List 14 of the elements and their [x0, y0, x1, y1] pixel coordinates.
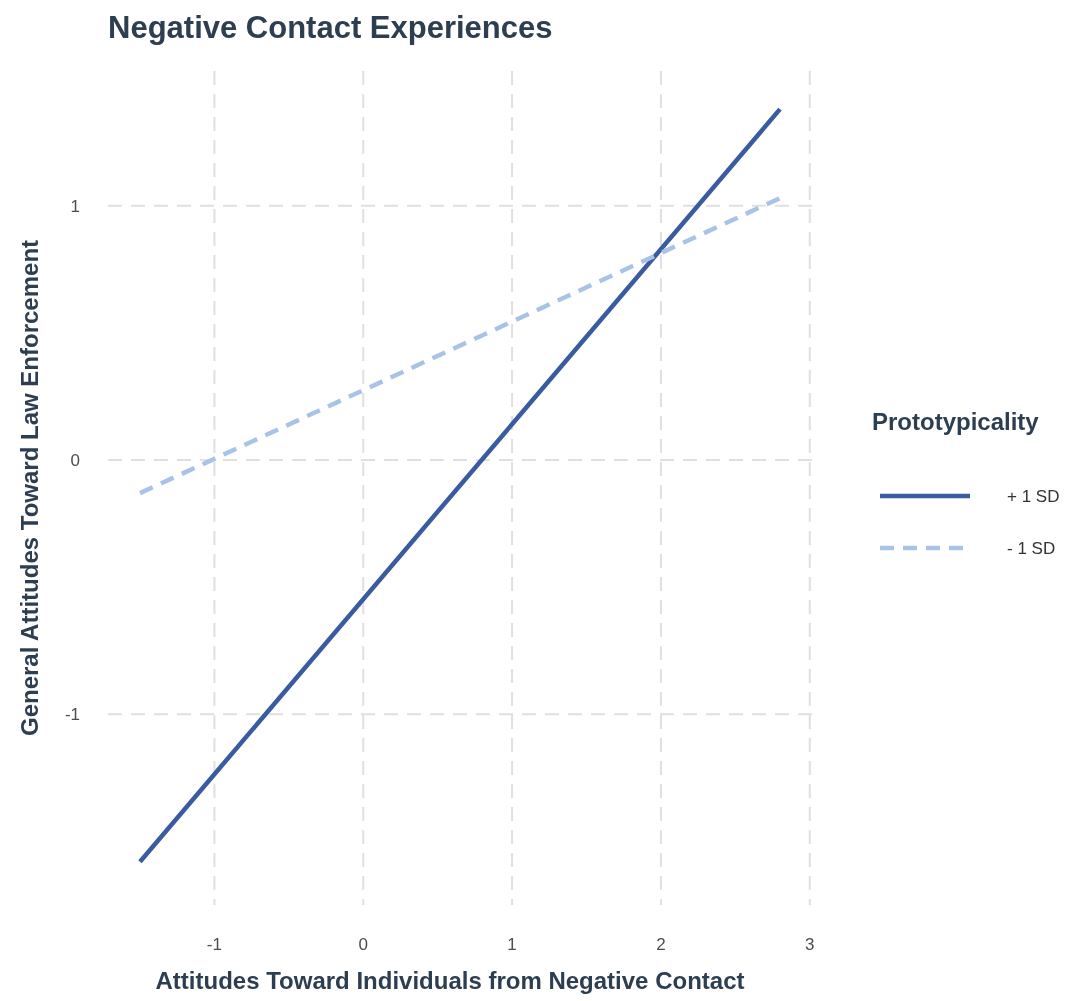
- y-tick-label: 0: [70, 451, 80, 471]
- x-tick-label: 2: [656, 935, 666, 954]
- x-tick-label: 3: [805, 935, 815, 954]
- y-tick-label: 1: [70, 196, 80, 216]
- x-tick-label: 1: [507, 935, 517, 954]
- y-axis-title: General Attitudes Toward Law Enforcement: [16, 239, 43, 737]
- x-tick-label: -1: [206, 935, 222, 954]
- legend-title: Prototypicality: [872, 408, 1040, 435]
- text: + 1 SD: [1007, 487, 1060, 506]
- text: - 1 SD: [1007, 539, 1056, 558]
- x-axis-title: Attitudes Toward Individuals from Negative Contact: [155, 967, 745, 994]
- chart-title: Negative Contact Experiences: [108, 10, 553, 45]
- x-tick-label: 0: [358, 935, 368, 954]
- y-tick-label: -1: [64, 705, 80, 725]
